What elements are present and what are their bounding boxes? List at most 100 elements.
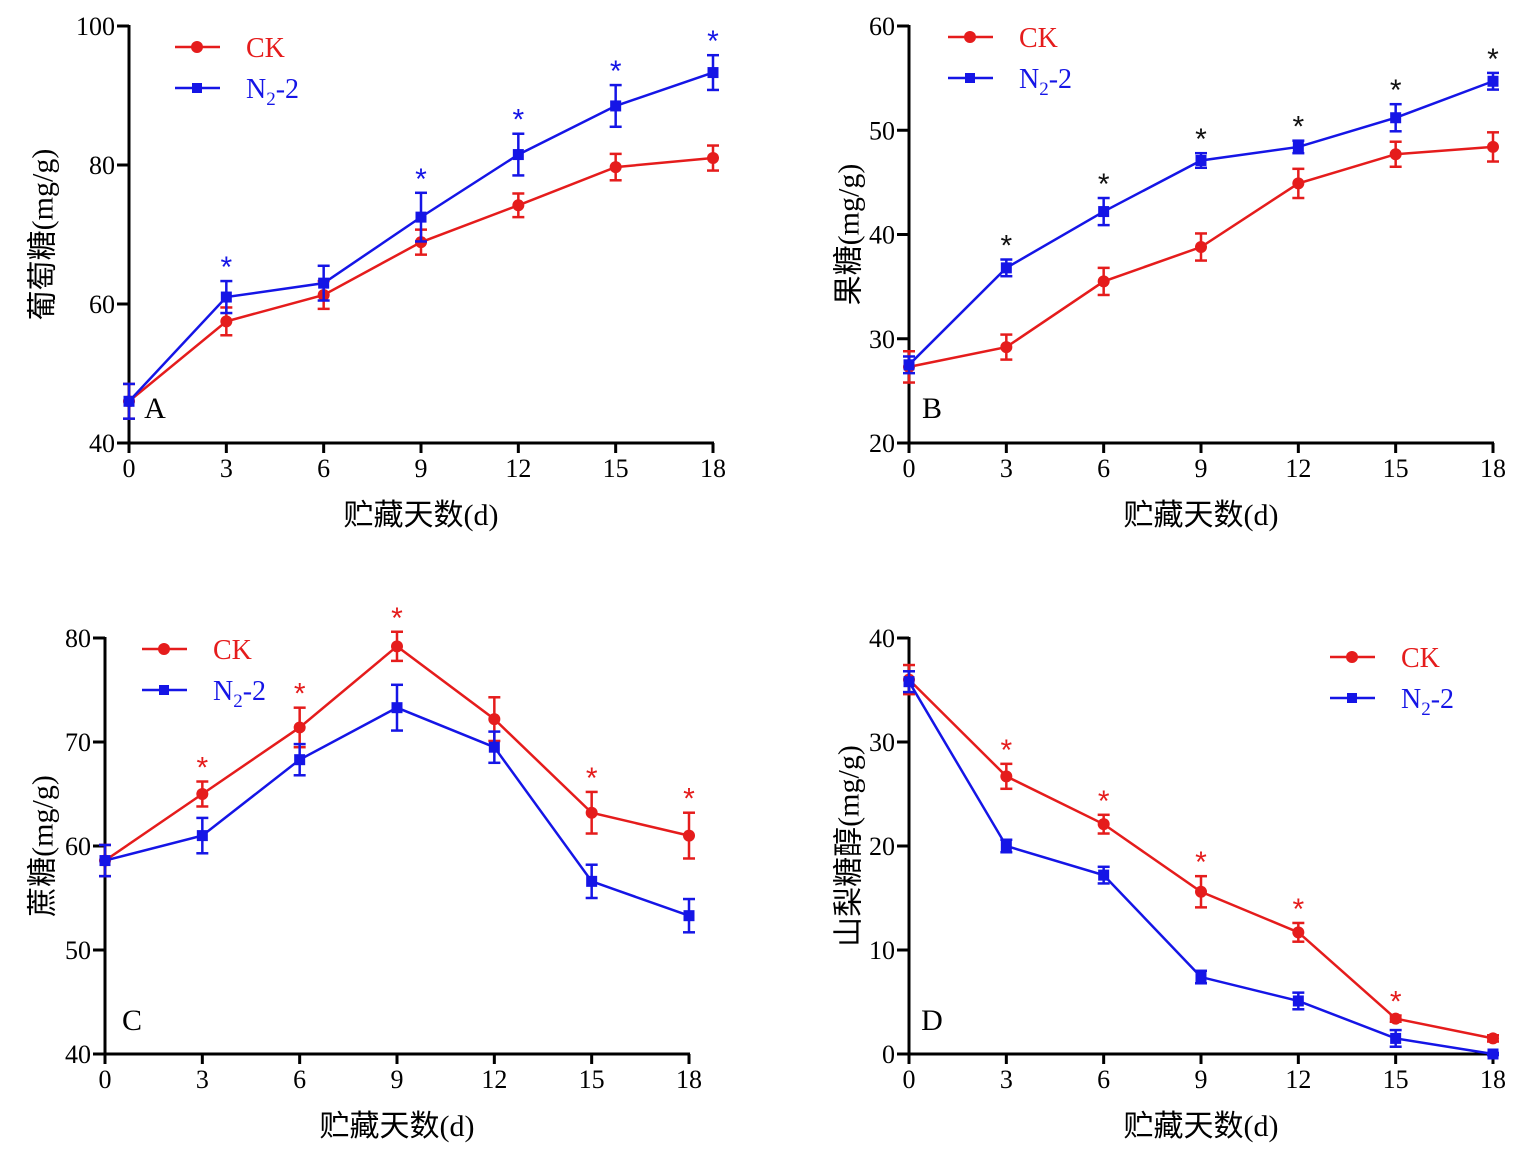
significance-star: * <box>1098 785 1110 818</box>
x-tick-label: 12 <box>1285 1065 1311 1094</box>
x-tick-label: 6 <box>1097 1065 1110 1094</box>
legend-marker <box>1347 693 1357 703</box>
chart-panel-c: 0 3 6 9 12 15 18 40 50 60 70 80 贮藏天数(d) 蔗糖(mg/g) C * * * *… <box>27 602 703 1143</box>
legend-marker <box>965 73 975 83</box>
x-tick-label: 0 <box>99 1065 112 1094</box>
significance-star: * <box>1000 230 1012 263</box>
data-point <box>196 788 209 800</box>
data-point <box>683 910 695 922</box>
data-point <box>196 830 208 842</box>
y-tick-label: 80 <box>89 151 115 180</box>
legend: CK N2-2 <box>175 33 299 110</box>
significance-star: * <box>707 25 719 58</box>
x-tick-label: 0 <box>123 454 136 483</box>
data-point <box>1390 1032 1402 1044</box>
significance-star: * <box>1000 734 1012 767</box>
legend-label: N2-2 <box>213 676 266 712</box>
y-tick-label: 30 <box>869 325 895 354</box>
x-tick-label: 0 <box>903 454 916 483</box>
significance-star: * <box>294 678 306 711</box>
data-point <box>1000 341 1013 354</box>
x-tick-label: 12 <box>481 1065 507 1094</box>
series-n2-2 <box>99 683 695 934</box>
series-ck <box>903 663 1499 1045</box>
data-point <box>707 67 719 79</box>
x-tick-label: 15 <box>1383 454 1409 483</box>
x-tick-label: 18 <box>1480 454 1506 483</box>
data-point <box>512 199 525 212</box>
x-tick-label: 6 <box>293 1065 306 1094</box>
data-point <box>1098 206 1110 218</box>
x-axis-title: 贮藏天数(d) <box>1124 1110 1279 1143</box>
x-tick-label: 18 <box>1480 1065 1506 1094</box>
y-tick-label: 20 <box>869 429 895 458</box>
data-point <box>1195 241 1207 254</box>
significance-star: * <box>512 104 524 137</box>
legend-marker <box>1346 651 1358 663</box>
significance-star: * <box>610 55 622 88</box>
series-n2-2 <box>903 670 1499 1060</box>
y-tick-label: 40 <box>89 429 115 458</box>
data-point <box>1390 112 1402 124</box>
legend-label: CK <box>1401 643 1440 674</box>
legend-marker <box>192 83 202 93</box>
y-tick-label: 40 <box>65 1040 91 1069</box>
data-point <box>586 875 598 887</box>
y-tick-label: 60 <box>89 290 115 319</box>
legend-marker <box>159 685 169 695</box>
y-tick-label: 60 <box>869 12 895 41</box>
x-tick-label: 9 <box>415 454 428 483</box>
legend: CK N2-2 <box>142 635 266 712</box>
x-axis-title: 贮藏天数(d) <box>344 499 499 532</box>
x-tick-label: 15 <box>579 1065 605 1094</box>
data-point <box>1487 140 1499 153</box>
x-axis-title: 贮藏天数(d) <box>1124 499 1279 532</box>
chart-panel-d: 0 3 6 9 12 15 18 0 10 20 30 40 贮藏天数(d) 山梨糖醇(mg/g) D * * *… <box>833 624 1507 1143</box>
significance-star: * <box>196 752 208 785</box>
series-line <box>104 706 690 917</box>
data-point <box>609 161 622 174</box>
legend-label: CK <box>1019 23 1058 54</box>
data-point <box>1487 75 1499 87</box>
data-point <box>293 721 306 734</box>
data-point <box>1195 154 1207 166</box>
data-point <box>1097 275 1110 288</box>
significance-star: * <box>415 163 427 196</box>
y-tick-label: 0 <box>882 1040 895 1069</box>
data-point <box>220 315 233 328</box>
significance-star: * <box>1195 123 1207 156</box>
legend-marker <box>158 643 170 655</box>
data-point <box>585 806 598 819</box>
x-tick-label: 18 <box>676 1065 702 1094</box>
panel-letter: B <box>922 392 942 425</box>
legend: CK N2-2 <box>1330 643 1454 720</box>
x-tick-label: 6 <box>1097 454 1110 483</box>
x-tick-label: 3 <box>1000 454 1013 483</box>
significance-star: * <box>586 762 598 795</box>
significance-star: * <box>1487 43 1499 76</box>
significance-star: * <box>683 783 695 816</box>
x-tick-label: 3 <box>220 454 233 483</box>
x-tick-label: 3 <box>1000 1065 1013 1094</box>
y-axis-title: 山梨糖醇(mg/g) <box>833 745 866 947</box>
panel-letter: C <box>122 1004 142 1037</box>
legend-marker <box>964 31 976 43</box>
panel-letter: A <box>144 392 166 425</box>
y-tick-label: 60 <box>65 832 91 861</box>
data-point <box>1389 148 1402 161</box>
significance-star: * <box>1292 111 1304 144</box>
x-tick-label: 9 <box>391 1065 404 1094</box>
data-point <box>512 149 524 161</box>
y-tick-label: 30 <box>869 728 895 757</box>
series-line <box>104 644 690 862</box>
data-point <box>1292 141 1304 153</box>
y-axis-title: 果糖(mg/g) <box>833 164 866 306</box>
significance-star: * <box>1390 74 1402 107</box>
data-point <box>1389 1012 1402 1025</box>
x-tick-label: 12 <box>1285 454 1311 483</box>
series-n2-2 <box>123 53 719 420</box>
data-point <box>488 713 501 726</box>
y-tick-label: 70 <box>65 728 91 757</box>
chart-panel-b: 0 3 6 9 12 15 18 20 30 40 50 60 贮藏天数(d) 果糖(mg/g) B * * * *… <box>833 12 1507 532</box>
data-point <box>903 676 915 688</box>
